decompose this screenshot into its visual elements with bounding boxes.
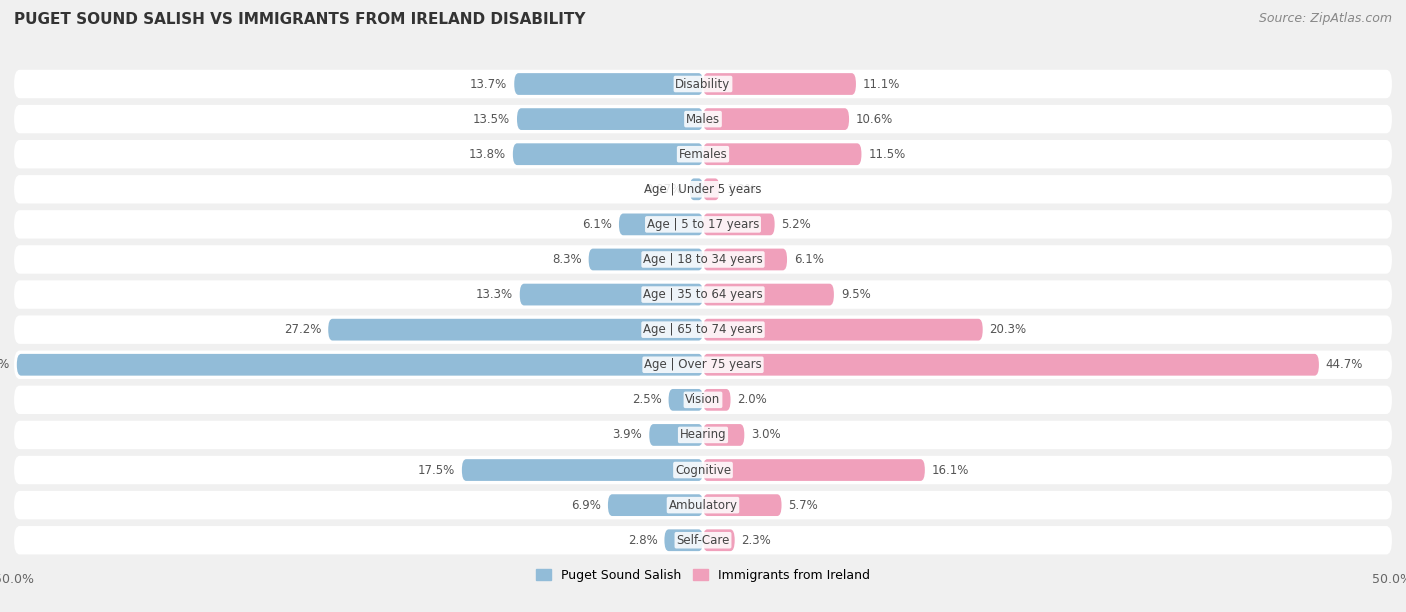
- FancyBboxPatch shape: [669, 389, 703, 411]
- Text: 11.5%: 11.5%: [869, 147, 905, 161]
- Text: 27.2%: 27.2%: [284, 323, 322, 336]
- Text: Age | Over 75 years: Age | Over 75 years: [644, 358, 762, 371]
- FancyBboxPatch shape: [14, 386, 1392, 414]
- Text: 6.1%: 6.1%: [582, 218, 612, 231]
- FancyBboxPatch shape: [14, 491, 1392, 520]
- Text: PUGET SOUND SALISH VS IMMIGRANTS FROM IRELAND DISABILITY: PUGET SOUND SALISH VS IMMIGRANTS FROM IR…: [14, 12, 585, 28]
- Text: 20.3%: 20.3%: [990, 323, 1026, 336]
- Text: Males: Males: [686, 113, 720, 125]
- FancyBboxPatch shape: [461, 459, 703, 481]
- FancyBboxPatch shape: [14, 526, 1392, 554]
- FancyBboxPatch shape: [650, 424, 703, 446]
- Legend: Puget Sound Salish, Immigrants from Ireland: Puget Sound Salish, Immigrants from Irel…: [530, 564, 876, 587]
- Text: 16.1%: 16.1%: [932, 463, 969, 477]
- FancyBboxPatch shape: [665, 529, 703, 551]
- FancyBboxPatch shape: [14, 245, 1392, 274]
- Text: 13.5%: 13.5%: [472, 113, 510, 125]
- Text: Self-Care: Self-Care: [676, 534, 730, 547]
- FancyBboxPatch shape: [14, 280, 1392, 309]
- Text: 6.9%: 6.9%: [571, 499, 600, 512]
- Text: Source: ZipAtlas.com: Source: ZipAtlas.com: [1258, 12, 1392, 25]
- Text: 2.3%: 2.3%: [741, 534, 772, 547]
- Text: 1.2%: 1.2%: [727, 183, 756, 196]
- Text: Age | 18 to 34 years: Age | 18 to 34 years: [643, 253, 763, 266]
- FancyBboxPatch shape: [703, 108, 849, 130]
- FancyBboxPatch shape: [703, 494, 782, 516]
- Text: 44.7%: 44.7%: [1326, 358, 1364, 371]
- Text: Age | 5 to 17 years: Age | 5 to 17 years: [647, 218, 759, 231]
- FancyBboxPatch shape: [703, 179, 720, 200]
- Text: 2.8%: 2.8%: [628, 534, 658, 547]
- Text: 3.0%: 3.0%: [751, 428, 780, 441]
- Text: 13.8%: 13.8%: [468, 147, 506, 161]
- FancyBboxPatch shape: [703, 529, 735, 551]
- Text: 13.7%: 13.7%: [470, 78, 508, 91]
- Text: Ambulatory: Ambulatory: [668, 499, 738, 512]
- Text: Age | 65 to 74 years: Age | 65 to 74 years: [643, 323, 763, 336]
- FancyBboxPatch shape: [703, 284, 834, 305]
- Text: 9.5%: 9.5%: [841, 288, 870, 301]
- Text: Vision: Vision: [685, 394, 721, 406]
- FancyBboxPatch shape: [703, 459, 925, 481]
- FancyBboxPatch shape: [703, 354, 1319, 376]
- FancyBboxPatch shape: [14, 456, 1392, 484]
- Text: 17.5%: 17.5%: [418, 463, 456, 477]
- FancyBboxPatch shape: [703, 73, 856, 95]
- Text: 13.3%: 13.3%: [475, 288, 513, 301]
- Text: 49.8%: 49.8%: [0, 358, 10, 371]
- Text: 5.7%: 5.7%: [789, 499, 818, 512]
- FancyBboxPatch shape: [703, 424, 744, 446]
- FancyBboxPatch shape: [14, 175, 1392, 204]
- Text: 5.2%: 5.2%: [782, 218, 811, 231]
- FancyBboxPatch shape: [328, 319, 703, 340]
- FancyBboxPatch shape: [689, 179, 703, 200]
- FancyBboxPatch shape: [14, 315, 1392, 344]
- Text: Hearing: Hearing: [679, 428, 727, 441]
- FancyBboxPatch shape: [607, 494, 703, 516]
- FancyBboxPatch shape: [703, 389, 731, 411]
- FancyBboxPatch shape: [14, 140, 1392, 168]
- Text: 2.5%: 2.5%: [631, 394, 662, 406]
- Text: Age | Under 5 years: Age | Under 5 years: [644, 183, 762, 196]
- FancyBboxPatch shape: [14, 105, 1392, 133]
- FancyBboxPatch shape: [14, 210, 1392, 239]
- FancyBboxPatch shape: [703, 143, 862, 165]
- Text: 10.6%: 10.6%: [856, 113, 893, 125]
- FancyBboxPatch shape: [703, 214, 775, 235]
- FancyBboxPatch shape: [14, 351, 1392, 379]
- FancyBboxPatch shape: [515, 73, 703, 95]
- FancyBboxPatch shape: [17, 354, 703, 376]
- Text: 0.97%: 0.97%: [645, 183, 683, 196]
- Text: Disability: Disability: [675, 78, 731, 91]
- FancyBboxPatch shape: [619, 214, 703, 235]
- FancyBboxPatch shape: [513, 143, 703, 165]
- FancyBboxPatch shape: [517, 108, 703, 130]
- Text: 8.3%: 8.3%: [553, 253, 582, 266]
- FancyBboxPatch shape: [703, 319, 983, 340]
- Text: Females: Females: [679, 147, 727, 161]
- Text: 3.9%: 3.9%: [613, 428, 643, 441]
- Text: Age | 35 to 64 years: Age | 35 to 64 years: [643, 288, 763, 301]
- FancyBboxPatch shape: [703, 248, 787, 271]
- FancyBboxPatch shape: [14, 420, 1392, 449]
- FancyBboxPatch shape: [520, 284, 703, 305]
- Text: 6.1%: 6.1%: [794, 253, 824, 266]
- Text: 11.1%: 11.1%: [863, 78, 900, 91]
- Text: Cognitive: Cognitive: [675, 463, 731, 477]
- FancyBboxPatch shape: [589, 248, 703, 271]
- Text: 2.0%: 2.0%: [738, 394, 768, 406]
- FancyBboxPatch shape: [14, 70, 1392, 98]
